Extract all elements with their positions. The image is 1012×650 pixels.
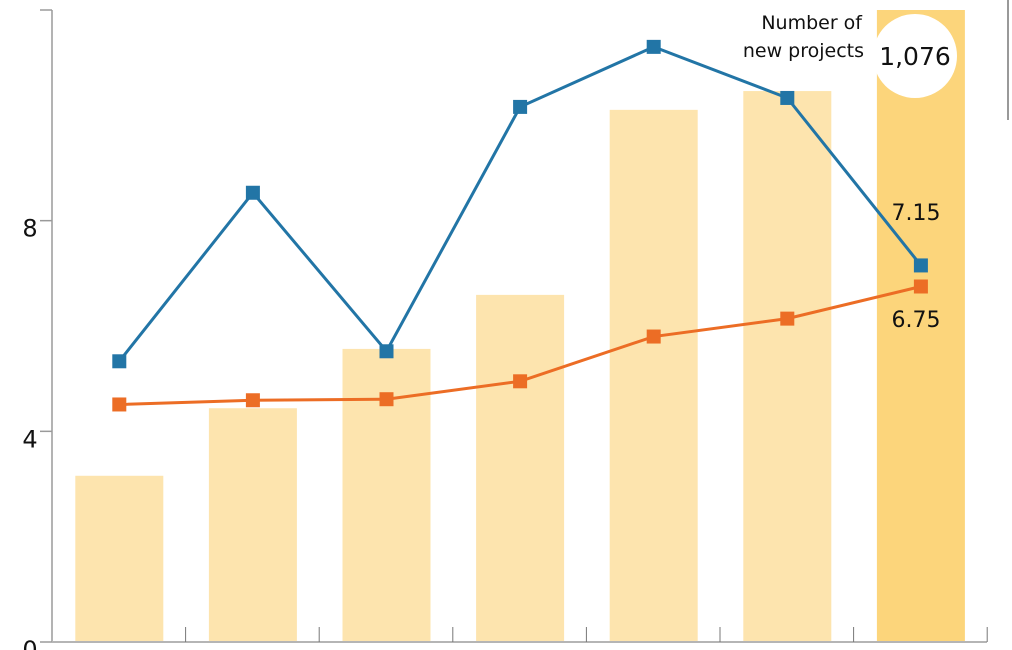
- y-tick-label: 0: [22, 636, 37, 650]
- bar-2: [208, 408, 297, 642]
- series-1-point: [646, 39, 661, 54]
- series-1-point: [245, 185, 260, 200]
- series-2-point: [780, 311, 795, 326]
- max-value-label: 1,076: [879, 42, 951, 71]
- bar-legend-line2: new projects: [743, 40, 864, 62]
- series-2-point: [913, 279, 928, 294]
- orange-end-label: 6.75: [892, 308, 941, 333]
- bar-5: [609, 109, 698, 642]
- blue-end-label: 7.15: [892, 201, 941, 226]
- bar-6: [743, 91, 832, 642]
- series-1-point: [913, 258, 928, 273]
- bar-7: [876, 10, 965, 642]
- series-1-point: [112, 354, 127, 369]
- series-2-point: [112, 397, 127, 412]
- max-value-badge: [873, 14, 957, 98]
- y-tick-label: 8: [22, 215, 37, 243]
- series-2-point: [379, 392, 394, 407]
- series-2-point: [646, 329, 661, 344]
- bar-legend-line1: Number of: [761, 12, 863, 34]
- series-1-point: [780, 90, 795, 105]
- bar-4: [476, 294, 565, 642]
- series-1-point: [379, 344, 394, 359]
- y-tick-label: 4: [22, 425, 37, 453]
- series-2-point: [513, 374, 528, 389]
- series-2-point: [245, 393, 260, 408]
- series-1-point: [513, 99, 528, 114]
- bar-1: [75, 475, 164, 642]
